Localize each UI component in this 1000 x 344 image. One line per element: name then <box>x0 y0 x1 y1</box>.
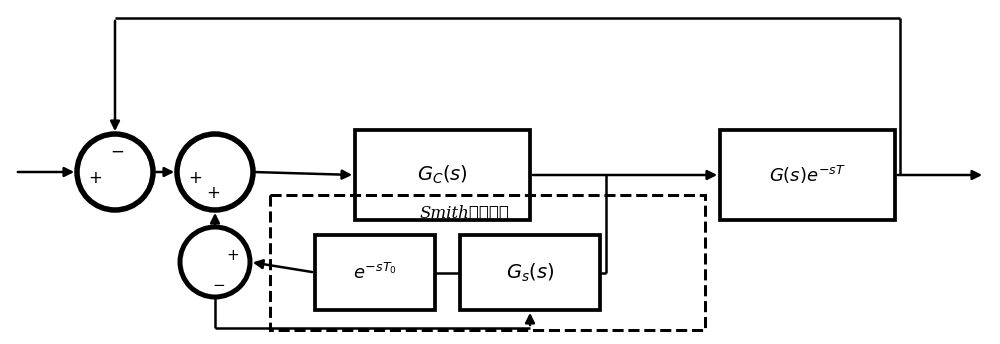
Text: $+$: $+$ <box>188 169 202 187</box>
Text: $+$: $+$ <box>88 169 102 187</box>
Text: $G_s(s)$: $G_s(s)$ <box>506 261 554 284</box>
Text: $e^{-sT_0}$: $e^{-sT_0}$ <box>353 262 397 282</box>
Text: Smith预估环节: Smith预估环节 <box>420 205 510 222</box>
Text: $-$: $-$ <box>110 142 124 160</box>
Bar <box>355 130 530 220</box>
Text: $+$: $+$ <box>206 184 220 202</box>
Text: $G(s)e^{-sT}$: $G(s)e^{-sT}$ <box>769 164 846 186</box>
Text: $G_C(s)$: $G_C(s)$ <box>417 164 468 186</box>
Bar <box>315 235 435 310</box>
Bar <box>270 195 705 330</box>
Bar <box>460 235 600 310</box>
Text: $-$: $-$ <box>212 276 225 290</box>
Text: $+$: $+$ <box>226 247 239 262</box>
Bar <box>720 130 895 220</box>
